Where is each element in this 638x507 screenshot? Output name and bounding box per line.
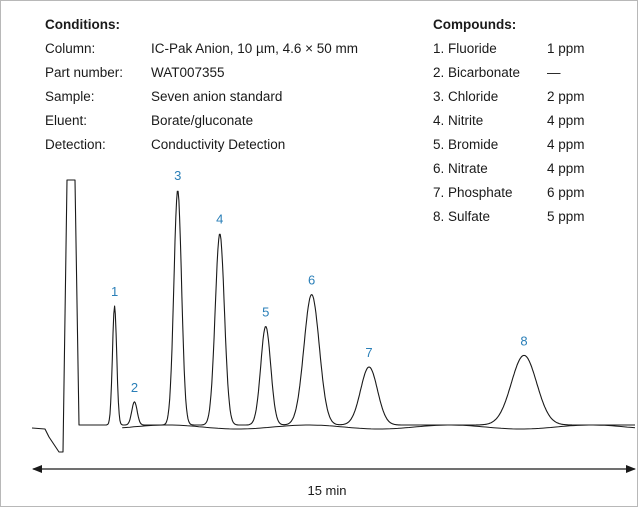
- peak-label: 2: [131, 380, 138, 395]
- condition-label: Sample:: [45, 89, 95, 104]
- compound-concentration: 4 ppm: [547, 113, 585, 128]
- compound-concentration: 1 ppm: [547, 41, 585, 56]
- compound-name: 7. Phosphate: [433, 185, 513, 200]
- baseline-trace-lower: [122, 424, 636, 430]
- compound-concentration: —: [547, 65, 561, 80]
- peak-label: 4: [216, 212, 223, 227]
- peak-label: 8: [520, 333, 527, 348]
- peak-label: 6: [308, 273, 315, 288]
- condition-value: Seven anion standard: [151, 89, 283, 104]
- compound-name: 2. Bicarbonate: [433, 65, 521, 80]
- condition-value: Conductivity Detection: [151, 137, 286, 152]
- condition-label: Column:: [45, 41, 96, 56]
- peak-label: 3: [174, 168, 181, 183]
- compound-concentration: 4 ppm: [547, 137, 585, 152]
- condition-label: Detection:: [45, 137, 106, 152]
- compound-name: 8. Sulfate: [433, 209, 491, 224]
- condition-label: Eluent:: [45, 113, 88, 128]
- compound-name: 3. Chloride: [433, 89, 499, 104]
- condition-label: Part number:: [45, 65, 124, 80]
- peak-label: 5: [262, 304, 269, 319]
- peak-label: 7: [365, 345, 372, 360]
- compound-name: 4. Nitrite: [433, 113, 484, 128]
- compound-concentration: 2 ppm: [547, 89, 585, 104]
- peak-label: 1: [111, 284, 118, 299]
- chromatogram-trace: [31, 179, 635, 453]
- compounds-title: Compounds:: [433, 17, 517, 32]
- compound-name: 5. Bromide: [433, 137, 499, 152]
- compound-concentration: 5 ppm: [547, 209, 585, 224]
- peak-labels: 1 2 3 4 5 6 7 8: [111, 168, 528, 395]
- compound-name: 1. Fluoride: [433, 41, 497, 56]
- compound-name: 6. Nitrate: [433, 161, 488, 176]
- condition-value: Borate/gluconate: [151, 113, 254, 128]
- time-axis-label: 15 min: [307, 483, 346, 498]
- compound-concentration: 6 ppm: [547, 185, 585, 200]
- condition-value: WAT007355: [151, 65, 225, 80]
- condition-value: IC-Pak Anion, 10 µm, 4.6 × 50 mm: [151, 41, 358, 56]
- compound-concentration: 4 ppm: [547, 161, 585, 176]
- conditions-title: Conditions:: [45, 17, 120, 32]
